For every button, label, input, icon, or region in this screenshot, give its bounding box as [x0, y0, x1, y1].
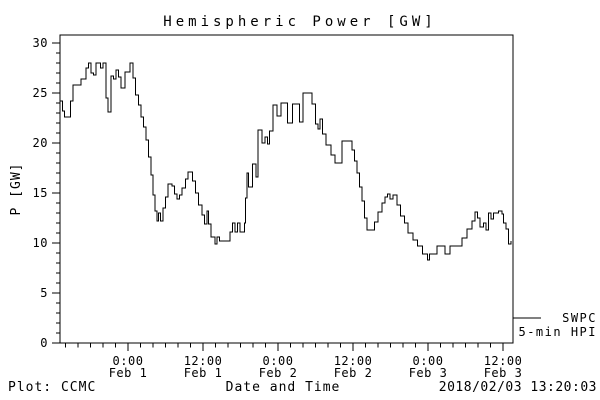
x-tick-time-label: 0:00 [113, 354, 144, 368]
x-tick-time-label: 12:00 [484, 354, 523, 368]
x-tick-date-label: Feb 2 [259, 366, 298, 380]
plot-credit-label: Plot: CCMC [8, 380, 97, 395]
x-tick-date-label: Feb 1 [184, 366, 223, 380]
y-tick-label: 30 [33, 36, 48, 50]
x-tick-time-label: 0:00 [263, 354, 294, 368]
legend-entry-5min-hpi: 5-min HPI [518, 325, 597, 339]
x-axis-label: Date and Time [225, 380, 341, 395]
x-tick-date-label: Feb 3 [484, 366, 523, 380]
y-tick-label: 25 [33, 86, 48, 100]
x-tick-time-label: 0:00 [413, 354, 444, 368]
x-tick-time-label: 12:00 [184, 354, 223, 368]
hpi-series-line [59, 62, 512, 261]
x-tick-date-label: Feb 3 [409, 366, 448, 380]
y-tick-label: 5 [40, 286, 48, 300]
plot-timestamp-label: 2018/02/03 13:20:03 [438, 380, 597, 395]
x-tick-date-label: Feb 1 [109, 366, 148, 380]
y-tick-label: 15 [33, 186, 48, 200]
y-axis-label: P [GW] [9, 163, 24, 216]
x-tick-date-label: Feb 2 [334, 366, 373, 380]
y-tick-label: 20 [33, 136, 48, 150]
plot-frame [59, 34, 514, 344]
x-tick-time-label: 12:00 [334, 354, 373, 368]
chart-title: Hemispheric Power [GW] [163, 14, 437, 30]
y-tick-label: 10 [33, 236, 48, 250]
y-tick-label: 0 [40, 336, 48, 350]
legend-entry-swpc: SWPC [562, 311, 597, 325]
